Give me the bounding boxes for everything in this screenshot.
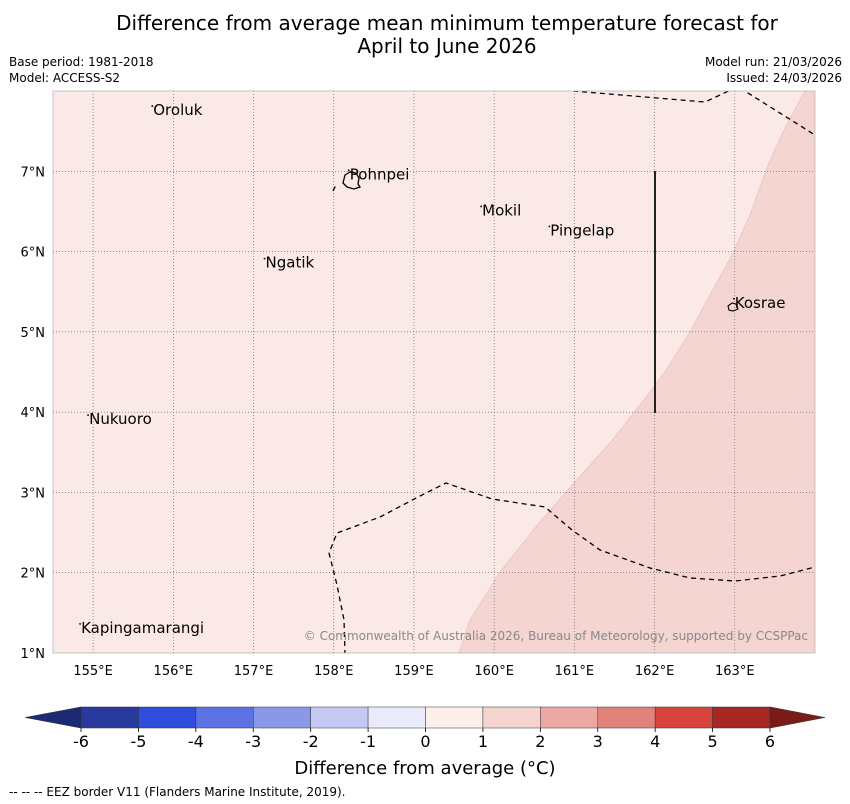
- place-marker: [480, 205, 483, 208]
- colorbar-tick-label: 4: [650, 732, 660, 751]
- place-label: Kapingamarangi: [81, 619, 204, 637]
- graticule: [53, 91, 815, 653]
- colorbar-swatch: [597, 706, 656, 729]
- colorbar-swatch: [195, 706, 254, 729]
- colorbar-tick-label: 0: [420, 732, 430, 751]
- lat-tick-label: 2°N: [21, 567, 46, 582]
- colorbar-swatch: [654, 706, 713, 729]
- place-label: Ngatik: [266, 254, 315, 272]
- axis-labels: 155°E 156°E 157°E 158°E 159°E 160°E 161°E 162°E…: [21, 165, 755, 679]
- colorbar-tick-label: -3: [245, 732, 261, 751]
- colorbar-swatch: [80, 706, 139, 729]
- place-label: Pohnpei: [350, 165, 410, 183]
- place-marker: [87, 414, 89, 417]
- place-label: Nukuoro: [89, 410, 152, 428]
- run-info: Model run: 21/03/2026 Issued: 24/03/2026: [705, 54, 842, 86]
- place-marker: [347, 169, 350, 172]
- place-label: Oroluk: [153, 101, 202, 119]
- colorbar-tick-label: 3: [593, 732, 603, 751]
- colorbar-tick-label: -5: [130, 732, 146, 751]
- eez-footnote: -- -- -- EEZ border V11 (Flanders Marine…: [9, 785, 346, 799]
- place-marker: [79, 623, 81, 625]
- title-line-1: Difference from average mean minimum tem…: [116, 11, 778, 35]
- place-marker: [548, 225, 551, 228]
- eez-borders: [328, 91, 815, 653]
- base-period: Base period: 1981-2018: [9, 55, 154, 69]
- colorbar-over-arrow: [769, 706, 826, 729]
- lon-tick-label: 156°E: [154, 664, 194, 679]
- title-line-2: April to June 2026: [357, 34, 537, 58]
- lon-tick-label: 157°E: [234, 664, 274, 679]
- eez-border-pohnpei: [332, 184, 337, 192]
- model-info: Base period: 1981-2018 Model: ACCESS-S2: [9, 54, 154, 86]
- colorbar-label: Difference from average (°C): [294, 758, 555, 779]
- place-label: Pingelap: [550, 222, 614, 240]
- lon-tick-label: 159°E: [394, 664, 434, 679]
- eez-border-south: [328, 482, 815, 653]
- model-name: Model: ACCESS-S2: [9, 71, 121, 85]
- anomaly-1-2-region: [458, 91, 815, 653]
- colorbar-tick-label: 2: [535, 732, 545, 751]
- colorbar-tick-label: 6: [765, 732, 775, 751]
- lon-tick-label: 161°E: [555, 664, 595, 679]
- place-labels: Oroluk Pohnpei Mokil Pingelap Ngatik Kosrae Nu…: [79, 101, 785, 637]
- pohnpei-island-outline: [342, 171, 362, 190]
- colorbar-tick-label: 5: [707, 732, 717, 751]
- place-marker: [263, 257, 266, 260]
- lat-tick-label: 4°N: [21, 406, 46, 421]
- copyright-notice: © Commonwealth of Australia 2026, Bureau…: [304, 629, 808, 643]
- chart-title: Difference from average mean minimum tem…: [0, 12, 850, 58]
- lat-tick-label: 3°N: [21, 486, 46, 501]
- colorbar-swatch: [482, 706, 541, 729]
- place-label: Mokil: [482, 201, 521, 219]
- map-frame: [52, 90, 816, 654]
- lat-tick-label: 1°N: [21, 647, 46, 662]
- colorbar-tick-label: 1: [478, 732, 488, 751]
- lon-tick-label: 162°E: [635, 664, 675, 679]
- lat-tick-label: 5°N: [21, 326, 46, 341]
- colorbar: -6 -5 -4 -3 -2 -1 0 1 2 3 4 5 6: [24, 706, 826, 751]
- colorbar-tick-label: -1: [360, 732, 376, 751]
- place-marker: [151, 105, 154, 107]
- kosrae-island-outline: [727, 302, 739, 312]
- colorbar-swatch: [138, 706, 197, 729]
- colorbar-tick-label: -2: [303, 732, 319, 751]
- lon-tick-label: 155°E: [73, 664, 113, 679]
- lat-tick-label: 6°N: [21, 246, 46, 261]
- colorbar-tick-label: -6: [73, 732, 89, 751]
- colorbar-swatch: [425, 706, 484, 729]
- lon-tick-label: 160°E: [474, 664, 514, 679]
- eez-border-north: [572, 91, 815, 136]
- colorbar-tick-label: -4: [188, 732, 204, 751]
- lat-tick-label: 7°N: [21, 165, 46, 180]
- colorbar-swatch: [367, 706, 426, 729]
- colorbar-swatch: [540, 706, 598, 729]
- place-marker: [732, 297, 735, 300]
- model-run-date: Model run: 21/03/2026: [704, 55, 842, 69]
- lon-tick-label: 158°E: [314, 664, 354, 679]
- colorbar-under-arrow: [24, 706, 82, 729]
- colorbar-swatch: [253, 706, 311, 729]
- lon-tick-label: 163°E: [715, 664, 755, 679]
- issued-date: Issued: 24/03/2026: [726, 71, 842, 85]
- colorbar-swatch: [310, 706, 369, 729]
- colorbar-swatch: [712, 706, 771, 729]
- place-label: Kosrae: [735, 294, 786, 312]
